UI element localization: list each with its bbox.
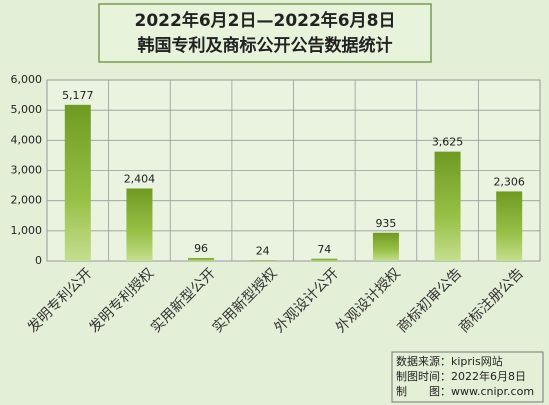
bar xyxy=(126,188,153,261)
y-tick-label: 4,000 xyxy=(11,133,43,146)
y-tick-label: 5,000 xyxy=(11,103,43,116)
y-tick-label: 1,000 xyxy=(11,224,43,237)
bar xyxy=(249,260,276,261)
bar xyxy=(64,104,91,261)
bar xyxy=(372,232,399,261)
chart-subtitle: 韩国专利及商标公开公告数据统计 xyxy=(138,35,393,56)
value-label: 2,404 xyxy=(124,172,156,185)
value-label: 3,625 xyxy=(432,136,464,149)
y-tick-label: 3,000 xyxy=(11,164,43,177)
y-tick-label: 6,000 xyxy=(11,73,43,86)
note-box xyxy=(391,351,544,403)
bar xyxy=(496,191,523,261)
y-tick-label: 0 xyxy=(35,254,42,267)
chart-title: 2022年6月2日—2022年6月8日 xyxy=(135,10,396,31)
value-label: 74 xyxy=(317,243,331,256)
note: 制 图：www.cnipr.com xyxy=(396,385,534,398)
value-label: 5,177 xyxy=(62,89,94,102)
value-label: 2,306 xyxy=(493,175,525,188)
bar xyxy=(434,151,461,261)
value-label: 96 xyxy=(194,242,208,255)
bar xyxy=(311,258,338,261)
bar xyxy=(188,258,215,261)
y-tick-label: 2,000 xyxy=(11,194,43,207)
title-box xyxy=(98,3,432,63)
value-label: 24 xyxy=(256,244,270,257)
note: 数据来源：kipris网站 xyxy=(396,354,503,368)
note: 制图时间：2022年6月8日 xyxy=(396,369,526,383)
value-label: 935 xyxy=(375,217,396,230)
